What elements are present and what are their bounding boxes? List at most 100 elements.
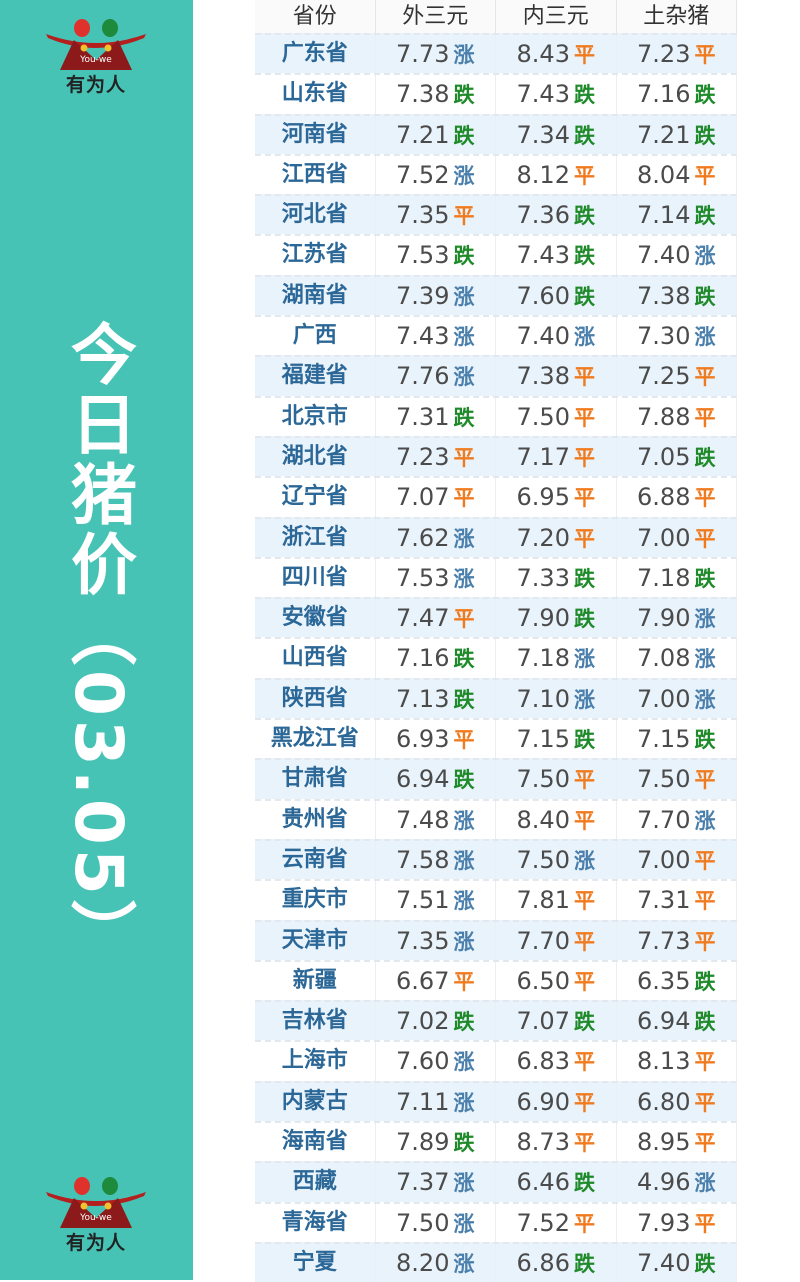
table-row: 西藏 7.37 涨 6.46 跌 4.96 涨 [255, 1161, 737, 1202]
trend-label: 跌 [694, 123, 716, 148]
price-cell: 7.58 涨 [376, 840, 496, 880]
price-cell: 7.47 平 [376, 599, 496, 638]
price-cell: 7.00 平 [617, 518, 737, 557]
price-value: 7.50 [516, 402, 570, 431]
table-row: 北京市 7.31 跌 7.50 平 7.88 平 [255, 395, 737, 436]
trend-label: 涨 [694, 1171, 716, 1196]
price-cell: 6.67 平 [376, 961, 496, 1001]
table-row: 甘肃省 6.94 跌 7.50 平 7.50 平 [255, 758, 737, 799]
table-row: 青海省 7.50 涨 7.52 平 7.93 平 [255, 1201, 737, 1242]
price-cell: 7.34 跌 [496, 115, 617, 154]
table-row: 陕西省 7.13 跌 7.10 涨 7.00 涨 [255, 677, 737, 719]
trend-label: 平 [694, 889, 716, 914]
price-cell: 7.60 跌 [496, 276, 617, 316]
price-value: 6.35 [637, 966, 691, 995]
trend-label: 平 [573, 445, 595, 470]
price-cell: 7.25 平 [617, 357, 737, 396]
price-value: 7.73 [637, 926, 691, 955]
trend-label: 平 [694, 768, 716, 793]
price-cell: 7.50 平 [496, 397, 617, 436]
trend-label: 涨 [453, 929, 475, 954]
price-cell: 6.86 跌 [496, 1243, 617, 1282]
price-cell: 7.70 平 [496, 921, 617, 960]
price-value: 7.10 [516, 684, 570, 713]
price-cell: 7.07 平 [376, 478, 496, 517]
trend-label: 跌 [573, 1010, 595, 1035]
price-cell: 7.38 跌 [617, 276, 737, 316]
price-cell: 7.21 跌 [376, 115, 496, 154]
price-value: 7.50 [516, 765, 570, 794]
province-cell: 陕西省 [255, 679, 376, 719]
price-cell: 7.40 涨 [617, 236, 737, 275]
price-value: 8.40 [516, 805, 570, 834]
price-value: 8.43 [516, 40, 570, 68]
trend-label: 涨 [573, 325, 595, 350]
trend-label: 跌 [694, 445, 716, 470]
price-value: 7.47 [396, 604, 450, 633]
price-cell: 7.39 涨 [376, 276, 496, 316]
trend-label: 跌 [694, 83, 716, 108]
price-cell: 7.35 平 [376, 196, 496, 235]
table-row: 四川省 7.53 涨 7.33 跌 7.18 跌 [255, 556, 737, 598]
price-value: 7.38 [637, 281, 691, 310]
price-cell: 7.15 跌 [617, 720, 737, 759]
province-cell: 河北省 [255, 196, 376, 235]
price-value: 7.20 [516, 523, 570, 552]
province-cell: 青海省 [255, 1203, 376, 1242]
header-tuzazhu: 土杂猪 [617, 0, 737, 33]
price-cell: 6.88 平 [617, 478, 737, 517]
price-value: 7.07 [396, 483, 450, 512]
price-cell: 7.88 平 [617, 397, 737, 436]
province-cell: 江西省 [255, 155, 376, 195]
table-row: 湖北省 7.23 平 7.17 平 7.05 跌 [255, 435, 737, 477]
price-value: 8.13 [637, 1047, 691, 1076]
price-cell: 7.02 跌 [376, 1002, 496, 1041]
header-neisanyuan: 内三元 [496, 0, 617, 33]
trend-label: 平 [694, 1090, 716, 1115]
price-cell: 7.17 平 [496, 437, 617, 477]
price-value: 7.16 [637, 80, 691, 109]
price-cell: 7.93 平 [617, 1203, 737, 1242]
price-cell: 7.43 涨 [376, 317, 496, 356]
price-value: 6.95 [516, 483, 570, 512]
trend-label: 平 [573, 43, 595, 67]
province-cell: 新疆 [255, 961, 376, 1001]
logo-emblem-icon: You-we [46, 19, 146, 70]
trend-label: 平 [573, 768, 595, 793]
price-cell: 7.70 涨 [617, 800, 737, 839]
trend-label: 跌 [453, 1010, 475, 1035]
province-cell: 四川省 [255, 558, 376, 598]
province-cell: 辽宁省 [255, 478, 376, 517]
price-value: 7.18 [516, 644, 570, 673]
price-cell: 7.36 跌 [496, 196, 617, 235]
price-value: 6.90 [516, 1087, 570, 1116]
price-value: 7.60 [516, 281, 570, 310]
province-cell: 贵州省 [255, 800, 376, 839]
price-value: 6.46 [516, 1168, 570, 1197]
price-value: 7.16 [396, 644, 450, 673]
price-value: 7.11 [396, 1087, 450, 1116]
price-value: 7.15 [637, 725, 691, 754]
price-value: 7.90 [637, 604, 691, 633]
price-cell: 8.12 平 [496, 155, 617, 195]
brand-name: 有为人 [65, 1232, 126, 1254]
price-value: 7.73 [396, 40, 450, 68]
price-value: 7.00 [637, 523, 691, 552]
trend-label: 平 [573, 1211, 595, 1236]
price-value: 7.53 [396, 563, 450, 592]
trend-label: 平 [694, 43, 716, 67]
table-row: 湖南省 7.39 涨 7.60 跌 7.38 跌 [255, 274, 737, 316]
table-row: 河南省 7.21 跌 7.34 跌 7.21 跌 [255, 113, 737, 154]
province-cell: 山西省 [255, 639, 376, 678]
price-value: 7.31 [396, 402, 450, 431]
trend-label: 涨 [453, 43, 475, 67]
price-value: 7.88 [637, 402, 691, 431]
price-cell: 6.95 平 [496, 478, 617, 517]
price-cell: 7.50 涨 [496, 840, 617, 880]
price-value: 7.81 [516, 886, 570, 915]
trend-label: 跌 [573, 83, 595, 108]
trend-label: 跌 [573, 204, 595, 229]
page-title: 今日猪价（03.05） [60, 320, 137, 969]
price-cell: 6.80 平 [617, 1082, 737, 1122]
trend-label: 平 [573, 929, 595, 954]
